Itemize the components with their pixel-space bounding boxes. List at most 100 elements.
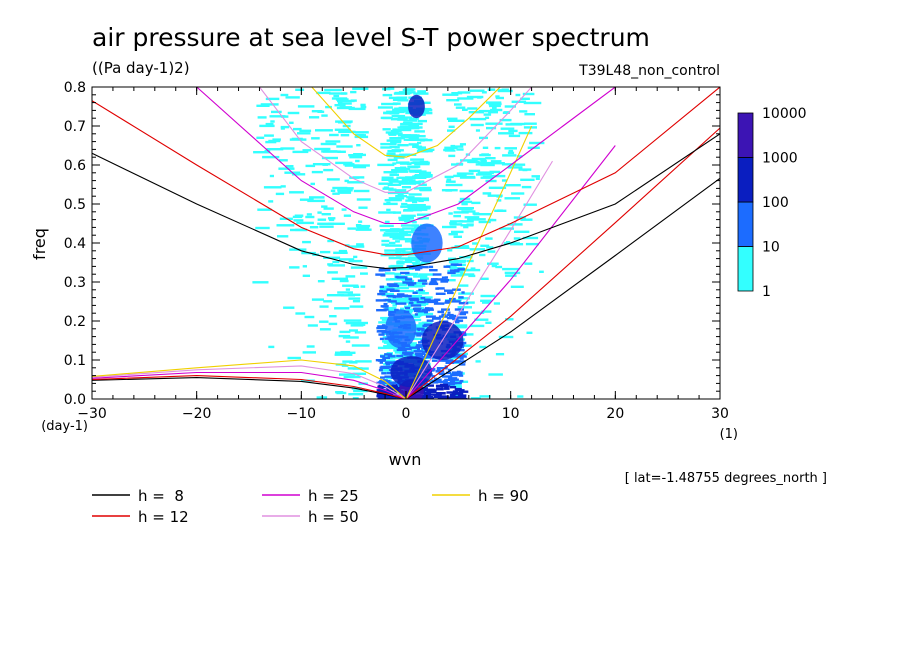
spectrum-cell <box>268 139 281 143</box>
spectrum-cell <box>338 249 347 253</box>
spectrum-cell <box>507 223 523 226</box>
spectrum-cell <box>448 383 455 386</box>
spectrum-cell <box>455 321 460 324</box>
spectrum-cell <box>438 392 446 395</box>
spectrum-cell <box>523 101 542 105</box>
spectrum-cell <box>378 182 393 185</box>
spectrum-cell <box>447 368 452 372</box>
spectrum-cell <box>449 300 461 303</box>
spectrum-cell <box>475 163 488 166</box>
spectrum-cell <box>451 381 462 385</box>
spectrum-cell <box>399 125 417 128</box>
spectrum-cell <box>419 188 427 191</box>
spectrum-cell <box>353 389 368 393</box>
spectrum-cell <box>329 315 337 318</box>
spectrum-cell <box>524 122 537 125</box>
spectrum-cell <box>424 383 430 386</box>
spectrum-cell <box>468 111 484 114</box>
spectrum-cell <box>404 220 416 223</box>
spectrum-cell <box>315 129 333 132</box>
x-tick-label: 10 <box>502 406 520 422</box>
spectrum-cell <box>376 326 388 330</box>
spectrum-cell <box>488 262 494 265</box>
spectrum-cell <box>452 145 464 148</box>
spectrum-cell <box>381 396 392 399</box>
spectrum-cell <box>378 381 384 385</box>
spectrum-cell <box>292 150 309 154</box>
spectrum-cell <box>342 284 359 287</box>
spectrum-cell <box>272 138 281 141</box>
spectrum-cell <box>458 349 465 352</box>
spectrum-cell <box>458 296 464 299</box>
spectrum-cell <box>407 283 415 286</box>
spectrum-cell <box>390 129 402 133</box>
spectrum-cell <box>320 250 331 254</box>
spectrum-cell <box>389 145 398 149</box>
spectrum-cell <box>381 102 398 106</box>
spectrum-cell <box>460 333 474 336</box>
spectrum-cell <box>348 107 366 111</box>
spectrum-cell <box>424 323 433 327</box>
spectrum-cell <box>422 208 428 211</box>
spectrum-cell <box>449 220 464 223</box>
spectrum-cell <box>325 140 341 143</box>
spectrum-cell <box>466 95 484 99</box>
spectrum-cell <box>465 344 472 347</box>
spectrum-cell <box>420 277 429 280</box>
spectrum-cell <box>393 282 408 285</box>
spectrum-cell <box>264 134 274 137</box>
spectrum-cell <box>443 148 454 152</box>
spectrum-cell <box>411 261 419 265</box>
y-unit-label: (day-1) <box>41 419 88 434</box>
spectrum-cell <box>405 127 420 130</box>
spectrum-cell <box>299 129 312 132</box>
spectrum-cell <box>457 97 474 100</box>
spectrum-cell <box>440 395 446 398</box>
spectrum-cell <box>384 375 394 378</box>
spectrum-cell <box>259 124 275 128</box>
spectrum-cell <box>490 160 502 163</box>
spectrum-cell <box>454 103 462 106</box>
units-label: ((Pa day-1)2) <box>92 59 190 77</box>
spectrum-cell <box>378 269 384 272</box>
spectrum-cell <box>404 306 410 310</box>
chart-title: air pressure at sea level S-T power spec… <box>92 23 650 52</box>
spectrum-cell <box>395 297 409 301</box>
spectrum-cell <box>441 276 447 279</box>
spectrum-cell <box>283 306 295 309</box>
spectrum-cell <box>459 220 474 223</box>
spectrum-cell <box>479 277 489 280</box>
spectrum-cell <box>400 166 407 169</box>
spectrum-cell <box>480 294 496 298</box>
dispersion-curve <box>405 177 720 399</box>
spectrum-cell <box>511 192 525 195</box>
spectrum-cell <box>380 390 391 393</box>
spectrum-cell <box>275 192 285 196</box>
spectrum-cell <box>379 290 383 293</box>
spectrum-cell <box>319 305 329 308</box>
spectrum-cell <box>402 279 415 283</box>
spectrum-cell <box>386 139 402 142</box>
spectrum-cell <box>302 351 316 354</box>
spectrum-cell <box>415 260 421 263</box>
spectrum-cell <box>311 137 320 140</box>
spectrum-cell <box>356 227 370 230</box>
spectrum-cell <box>398 289 415 293</box>
spectrum-cell <box>402 349 407 352</box>
spectrum-cell <box>390 264 404 268</box>
spectrum-cell <box>381 176 394 179</box>
spectrum-cell <box>410 125 416 128</box>
spectrum-cell <box>413 206 431 209</box>
spectrum-cell <box>458 207 473 211</box>
spectrum-cell <box>438 315 448 318</box>
spectrum-cell <box>414 162 430 166</box>
spectrum-cell <box>329 133 339 137</box>
spectrum-cell <box>458 292 474 295</box>
x-axis-label: wvn <box>389 450 422 469</box>
spectrum-cell <box>416 213 431 216</box>
spectrum-cell <box>390 118 408 121</box>
spectrum-cell <box>405 278 413 281</box>
spectrum-cell <box>420 297 426 300</box>
spectrum-cell <box>418 322 433 325</box>
spectrum-cell <box>416 327 425 330</box>
